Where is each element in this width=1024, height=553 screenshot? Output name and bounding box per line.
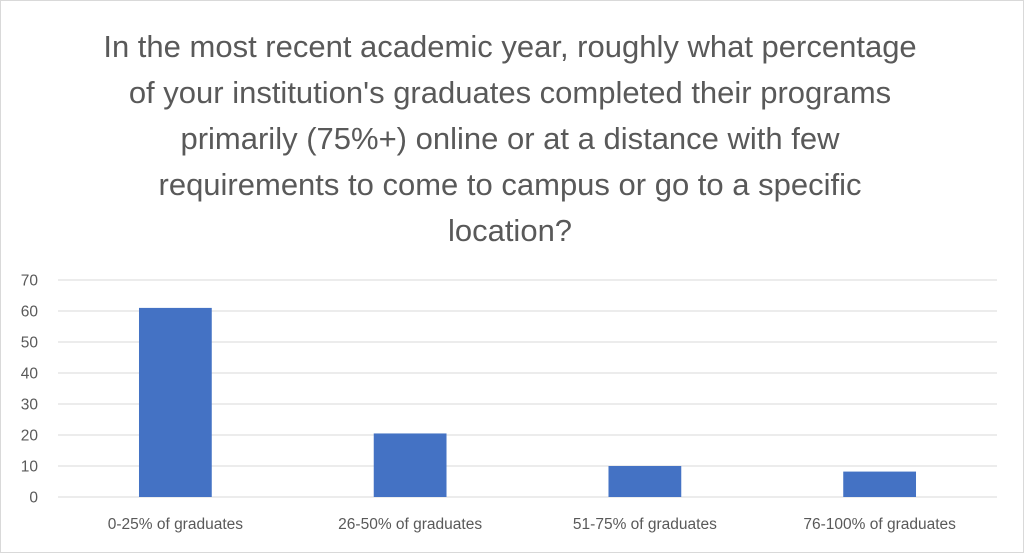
chart-title: In the most recent academic year, roughl… [103,29,917,248]
x-axis-tick-labels: 0-25% of graduates 26-50% of graduates 51-… [108,516,956,533]
y-tick-label: 50 [21,335,39,352]
x-tick-label: 0-25% of graduates [108,516,244,533]
y-tick-label: 10 [21,459,39,476]
x-tick-label: 26-50% of graduates [338,516,482,533]
y-tick-label: 30 [21,397,39,414]
y-tick-label: 60 [21,304,39,321]
bar [608,466,682,497]
y-tick-label: 20 [21,428,39,445]
y-tick-label: 70 [21,273,39,290]
bar [373,433,447,497]
y-axis-tick-labels: 0 10 20 30 40 50 60 70 [21,273,39,507]
y-tick-label: 0 [29,490,38,507]
bar [843,471,917,497]
y-tick-label: 40 [21,366,39,383]
x-tick-label: 51-75% of graduates [573,516,717,533]
grid-layer [58,279,997,498]
bar-layer [138,307,917,497]
bar [138,307,212,497]
x-tick-label: 76-100% of graduates [803,516,956,533]
